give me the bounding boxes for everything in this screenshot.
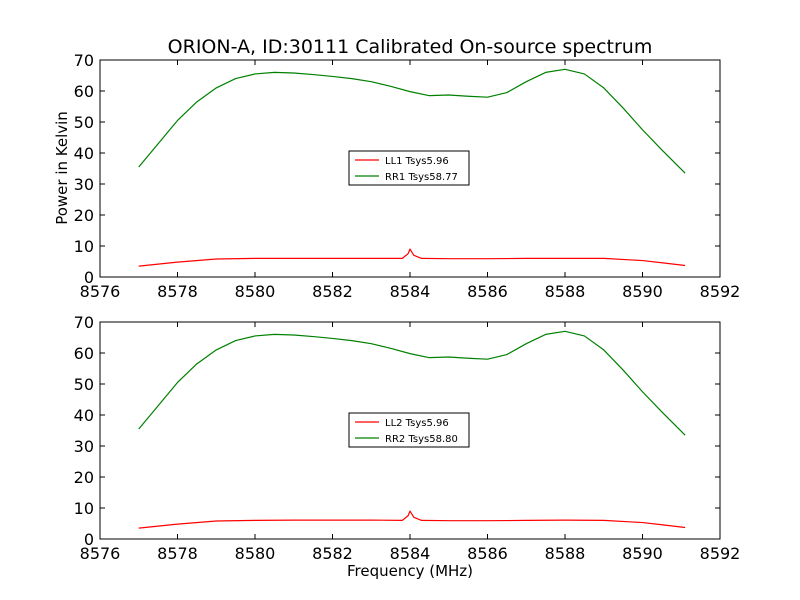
y-tick-label: 50: [74, 113, 94, 132]
x-tick-label: 8584: [390, 544, 431, 563]
y-tick-label: 40: [74, 406, 94, 425]
y-axis-label: Power in Kelvin: [53, 111, 71, 225]
x-tick-label: 8590: [622, 544, 663, 563]
legend: LL1 Tsys5.96 RR1 Tsys58.77: [348, 150, 470, 186]
x-tick-label: 8576: [80, 282, 121, 301]
legend-entry: LL2 Tsys5.96: [385, 418, 449, 429]
legend-entry: RR1 Tsys58.77: [385, 172, 458, 183]
y-tick-label: 70: [74, 51, 94, 70]
series-line-1-2: [138, 68, 686, 174]
x-tick-label: 8578: [157, 544, 198, 563]
y-tick-label: 30: [74, 437, 94, 456]
y-tick-label: 20: [74, 206, 94, 225]
y-tick-label: 0: [84, 530, 94, 549]
legend-box: [348, 412, 470, 448]
y-tick-label: 20: [74, 468, 94, 487]
x-tick-label: 8588: [545, 282, 586, 301]
bottom-panel: 8576 8578 8580 8582 8584 8586 8588 8590 8592 0 10 2…: [74, 313, 741, 563]
top-panel: 8576 8578 8580 8582 8584 8586 8588 8590 8592 0 10 2…: [74, 51, 741, 301]
x-tick-label: 8580: [235, 544, 276, 563]
series-line-2-2: [138, 330, 686, 436]
y-tick-label: 60: [74, 344, 94, 363]
x-tick-label: 8588: [545, 544, 586, 563]
legend-entry: RR2 Tsys58.80: [385, 434, 458, 445]
x-tick-label: 8586: [467, 544, 508, 563]
legend-entry: LL1 Tsys5.96: [385, 156, 449, 167]
y-tick-label: 40: [74, 144, 94, 163]
x-tick-label: 8592: [700, 282, 741, 301]
figure-title: ORION-A, ID:30111 Calibrated On-source s…: [168, 36, 653, 58]
y-tick-label: 70: [74, 313, 94, 332]
legend-box: [348, 150, 470, 186]
y-tick-label: 60: [74, 82, 94, 101]
legend: LL2 Tsys5.96 RR2 Tsys58.80: [348, 412, 470, 448]
x-tick-label: 8582: [312, 282, 353, 301]
series-line-2-1: [138, 510, 686, 529]
y-tick-label: 10: [74, 237, 94, 256]
x-tick-label: 8578: [157, 282, 198, 301]
x-tick-label: 8576: [80, 544, 121, 563]
y-tick-label: 30: [74, 175, 94, 194]
x-tick-label: 8584: [390, 282, 431, 301]
x-tick-label: 8586: [467, 282, 508, 301]
x-tick-label: 8592: [700, 544, 741, 563]
y-tick-label: 10: [74, 499, 94, 518]
series-line-1-1: [138, 248, 686, 267]
x-tick-label: 8590: [622, 282, 663, 301]
y-tick-label: 50: [74, 375, 94, 394]
y-tick-label: 0: [84, 268, 94, 287]
x-axis-label: Frequency (MHz): [347, 562, 473, 580]
x-tick-label: 8582: [312, 544, 353, 563]
x-tick-label: 8580: [235, 282, 276, 301]
